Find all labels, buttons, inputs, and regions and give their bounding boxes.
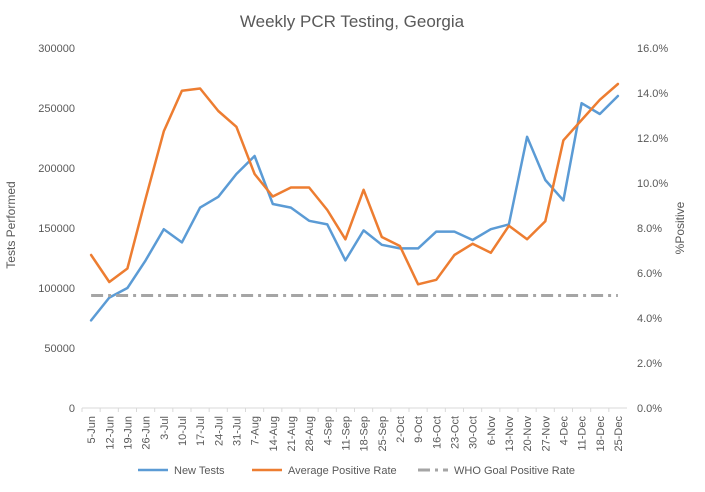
x-tick-label: 13-Nov xyxy=(504,416,516,452)
chart-title: Weekly PCR Testing, Georgia xyxy=(240,12,465,31)
x-tick-label: 6-Nov xyxy=(486,416,498,446)
x-tick-label: 26-Jun xyxy=(141,416,153,450)
legend-label: WHO Goal Positive Rate xyxy=(454,465,575,477)
x-tick-label: 30-Oct xyxy=(468,416,480,449)
x-tick-label: 18-Dec xyxy=(595,416,607,452)
y2-axis-label: %Positive xyxy=(673,201,687,254)
legend-label: New Tests xyxy=(174,465,225,477)
x-tick-label: 11-Sep xyxy=(340,416,352,451)
x-axis-ticks: 5-Jun 12-Jun 19-Jun 26-Jun 3-Jul 10-Jul 17-Jul… xyxy=(81,408,625,452)
x-tick-label: 4-Sep xyxy=(322,416,334,445)
series-line-2 xyxy=(89,82,620,286)
x-tick-label: 25-Dec xyxy=(613,416,625,452)
y2-axis-ticks: 0.0% 2.0% 4.0% 6.0% 8.0% 10.0% 12.0% 14.0% 16.0% xyxy=(637,43,668,415)
y2-tick-label: 8.0% xyxy=(637,223,662,235)
y-axis-ticks: 0 50000 100000 150000 200000 250000 300000 xyxy=(38,43,75,415)
x-tick-label: 4-Dec xyxy=(558,416,570,446)
y-tick-label: 150000 xyxy=(38,223,75,235)
x-tick-label: 7-Aug xyxy=(250,416,262,445)
x-tick-label: 23-Oct xyxy=(449,416,461,449)
x-tick-label: 12-Jun xyxy=(104,416,116,450)
x-tick-label: 9-Oct xyxy=(413,416,425,443)
x-tick-label: 27-Nov xyxy=(540,416,552,452)
x-tick-label: 17-Jul xyxy=(195,416,207,446)
y2-tick-label: 6.0% xyxy=(637,268,662,280)
y2-tick-label: 0.0% xyxy=(637,403,662,415)
series-line-1 xyxy=(89,94,620,322)
x-tick-label: 14-Aug xyxy=(268,416,280,451)
series-group xyxy=(89,82,620,322)
x-tick-label: 28-Aug xyxy=(304,416,316,451)
y-axis-label: Tests Performed xyxy=(4,181,18,268)
y-tick-label: 100000 xyxy=(38,283,75,295)
x-tick-label: 3-Jul xyxy=(159,416,171,440)
x-tick-label: 2-Oct xyxy=(395,416,407,443)
x-tick-label: 10-Jul xyxy=(177,416,189,446)
x-tick-label: 25-Sep xyxy=(377,416,389,451)
y-tick-label: 0 xyxy=(69,403,75,415)
x-tick-label: 21-Aug xyxy=(286,416,298,451)
y2-tick-label: 12.0% xyxy=(637,133,668,145)
legend-label: Average Positive Rate xyxy=(288,465,397,477)
legend: New Tests Average Positive Rate WHO Goal P… xyxy=(138,465,575,477)
y-tick-label: 50000 xyxy=(44,343,75,355)
x-tick-label: 5-Jun xyxy=(86,416,98,444)
x-tick-label: 24-Jul xyxy=(213,416,225,446)
y-tick-label: 300000 xyxy=(38,43,75,55)
y2-tick-label: 16.0% xyxy=(637,43,668,55)
x-tick-label: 16-Oct xyxy=(431,416,443,449)
y-tick-label: 200000 xyxy=(38,163,75,175)
y2-tick-label: 10.0% xyxy=(637,178,668,190)
x-tick-label: 20-Nov xyxy=(522,416,534,452)
x-tick-label: 31-Jul xyxy=(231,416,243,446)
x-tick-label: 18-Sep xyxy=(359,416,371,451)
y2-tick-label: 2.0% xyxy=(637,358,662,370)
y-tick-label: 250000 xyxy=(38,103,75,115)
x-tick-label: 11-Dec xyxy=(577,416,589,451)
x-tick-label: 19-Jun xyxy=(122,416,134,450)
y2-tick-label: 14.0% xyxy=(637,88,668,100)
y2-tick-label: 4.0% xyxy=(637,313,662,325)
